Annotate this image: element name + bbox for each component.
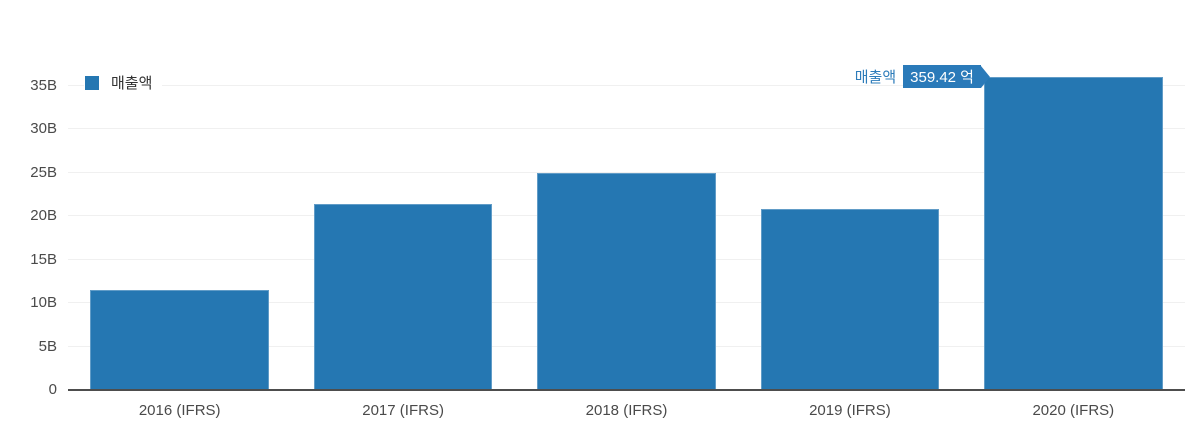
y-axis-tick-label: 30B (30, 120, 57, 137)
bars-layer (68, 30, 1185, 390)
x-axis-label: 2017 (IFRS) (362, 402, 444, 419)
x-axis-label: 2018 (IFRS) (585, 402, 668, 419)
x-axis-labels: 2016 (IFRS) 2017 (IFRS) 2018 (IFRS) 2019 (I… (68, 402, 1185, 419)
y-axis-tick-label: 10B (30, 294, 57, 311)
x-axis-line (68, 389, 1185, 391)
gridline (68, 171, 1185, 173)
tooltip-series-label: 매출액 (854, 69, 897, 86)
legend-item-revenue[interactable]: 매출액 (84, 70, 163, 95)
tooltip-value-badge: 359.42 억 (903, 65, 981, 88)
bar[interactable] (537, 173, 716, 390)
bar-category (738, 30, 961, 390)
y-axis-tick-label: 35B (30, 76, 57, 94)
bar[interactable] (760, 209, 940, 390)
bar-category (515, 30, 738, 390)
bar[interactable] (313, 204, 493, 390)
tooltip-arrow-icon (981, 65, 990, 88)
y-axis-tick-label: 5B (38, 337, 57, 355)
y-axis-tick-label: 20B (30, 207, 57, 224)
x-axis-label: 2016 (IFRS) (138, 402, 221, 419)
x-axis-label: 2020 (IFRS) (1032, 402, 1115, 419)
gridline (68, 84, 1185, 86)
bar-category (291, 30, 514, 390)
bar-category (962, 30, 1185, 390)
legend-label: 매출액 (111, 75, 153, 92)
value-tooltip: 매출액 359.42 억 (855, 65, 990, 88)
x-axis-label: 2019 (IFRS) (809, 402, 891, 419)
y-axis-tick-label: 25B (30, 163, 57, 181)
bar[interactable] (90, 290, 270, 390)
legend-swatch-icon (85, 75, 99, 90)
bar-category (68, 30, 291, 390)
gridline (68, 128, 1185, 129)
bar[interactable] (983, 77, 1163, 390)
y-axis-tick-label: 0 (48, 381, 57, 398)
y-axis-tick-label: 15B (30, 250, 57, 268)
